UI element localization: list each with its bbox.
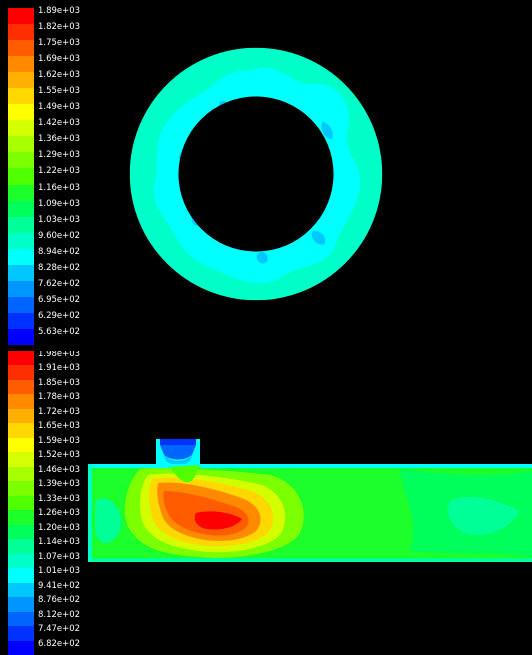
colormap-tick-label: 1.49e+03 [38,102,81,113]
colormap-swatch [8,379,34,395]
colormap-swatch [8,216,34,234]
viewport-annulus[interactable]: 1.89e+03 1.82e+03 1.75e+03 1.69e+03 1.62e+03… [0,0,532,351]
colormap-swatch [8,88,34,105]
colormap-swatch [8,539,34,555]
colormap-swatch [8,408,34,424]
colormap-swatch [8,524,34,540]
colormap-tick-label: 1.01e+03 [38,566,81,577]
colormap-tick-label: 1.16e+03 [38,182,81,193]
colormap-tick-label: 1.72e+03 [38,406,81,417]
colormap-tick-label: 1.98e+03 [38,351,81,359]
colormap-tick-label: 5.63e+02 [38,326,81,337]
colormap-swatch [8,640,34,655]
colormap-swatch [8,120,34,137]
colormap-tick-label: 1.75e+03 [38,38,81,49]
colormap-swatch [8,264,34,282]
colormap-swatch [8,611,34,627]
colormap-swatch [8,232,34,250]
colormap-swatch [8,365,34,381]
colormap-swatch [8,626,34,642]
colormap-swatch [8,351,34,366]
colormap-tick-label: 1.29e+03 [38,150,81,161]
colormap-tick-label: 1.55e+03 [38,86,81,97]
colormap-tick-label: 6.82e+02 [38,638,81,649]
colormap-tick-label: 1.42e+03 [38,118,81,129]
viewport-channel[interactable]: 1.98e+03 1.91e+03 1.85e+03 1.78e+03 1.72e+03… [0,351,532,655]
colormap-swatch [8,248,34,266]
colormap-swatch [8,582,34,598]
colormap-tick-label: 1.52e+03 [38,450,81,461]
colormap-swatch [8,280,34,298]
colormap-swatch [8,452,34,468]
colormap-swatch [8,394,34,410]
colormap-tick-label: 1.07e+03 [38,551,81,562]
colormap-swatch [8,481,34,497]
colormap-swatch [8,296,34,314]
colormap-tick-label: 9.41e+02 [38,580,81,591]
colormap-swatch [8,597,34,613]
colormap-tick-label: 1.59e+03 [38,435,81,446]
colormap-tick-label: 8.12e+02 [38,609,81,620]
inlet-region [156,439,200,466]
colormap-tick-label: 1.36e+03 [38,134,81,145]
colormap-tick-label: 1.65e+03 [38,421,81,432]
colormap-tick-label: 6.95e+02 [38,294,81,305]
colormap-swatch [8,423,34,439]
colormap-tick-label: 1.39e+03 [38,479,81,490]
colormap-swatch [8,200,34,218]
colormap-tick-label: 8.76e+02 [38,595,81,606]
colormap-tick-label: 7.47e+02 [38,624,81,635]
colormap-tick-label: 8.28e+02 [38,262,81,273]
colormap-swatch [8,510,34,526]
channel-contour-plot[interactable] [0,351,532,655]
colormap-tick-label: 1.69e+03 [38,54,81,65]
colormap-tick-label: 1.03e+03 [38,214,81,225]
colormap-swatch [8,168,34,186]
colormap-tick-label: 1.26e+03 [38,508,81,519]
colormap-swatch [8,495,34,511]
colormap-swatch [8,40,34,57]
colormap-swatch [8,466,34,482]
colormap-swatch [8,553,34,569]
colormap-swatch [8,152,34,169]
colormap-tick-label: 1.20e+03 [38,522,81,533]
colormap-swatch [8,312,34,330]
annulus-contour-plot[interactable] [0,0,532,351]
channel-region [88,464,532,562]
colormap-swatch [8,136,34,153]
colormap-tick-label: 9.60e+02 [38,230,81,241]
colormap-swatch [8,184,34,202]
colormap-tick-label: 1.62e+03 [38,70,81,81]
colormap-tick-label: 1.33e+03 [38,493,81,504]
colormap-tick-label: 1.91e+03 [38,363,81,374]
colormap-swatch [8,24,34,41]
colormap-tick-label: 1.78e+03 [38,392,81,403]
colormap-swatch [8,437,34,453]
colormap-tick-label: 1.14e+03 [38,537,81,548]
colormap-swatch [8,568,34,584]
colormap-tick-label: 1.09e+03 [38,198,81,209]
colormap-tick-label: 8.94e+02 [38,246,81,257]
colormap-legend [8,8,34,346]
colormap-tick-label: 1.46e+03 [38,464,81,475]
colormap-tick-label: 1.82e+03 [38,22,81,33]
colormap-swatch [8,72,34,89]
colormap-tick-label: 1.89e+03 [38,6,81,16]
colormap-swatch [8,8,34,25]
colormap-legend [8,351,34,655]
colormap-tick-label: 6.29e+02 [38,310,81,321]
colormap-tick-label: 7.62e+02 [38,278,81,289]
colormap-swatch [8,104,34,121]
colormap-swatch [8,56,34,73]
colormap-swatch [8,328,34,346]
colormap-tick-label: 1.22e+03 [38,166,81,177]
colormap-tick-label: 1.85e+03 [38,377,81,388]
